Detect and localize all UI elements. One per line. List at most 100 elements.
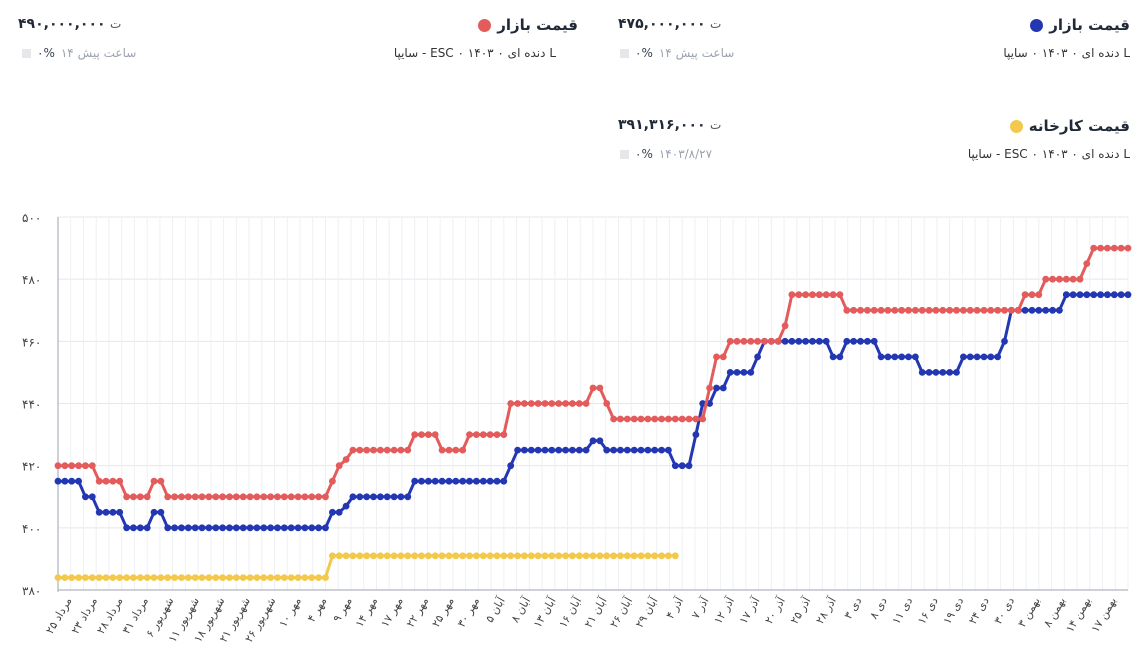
x-tick-label: ۱۳ آبان: [530, 594, 559, 630]
data-point: [356, 493, 364, 501]
data-point: [713, 384, 720, 392]
data-point: [301, 493, 309, 501]
data-point: [486, 431, 494, 438]
data-point: [939, 369, 947, 376]
data-point: [692, 431, 700, 438]
data-point: [630, 552, 638, 560]
data-point: [1049, 275, 1056, 283]
data-point: [335, 508, 343, 516]
data-point: [315, 574, 322, 581]
data-point: [918, 369, 926, 376]
data-point: [383, 493, 391, 501]
card-meta: ۰% ۱۴۰۳/۸/۲۷: [620, 147, 712, 161]
data-point: [459, 477, 467, 485]
data-point: [88, 574, 96, 581]
data-point: [527, 400, 535, 407]
data-point: [596, 437, 604, 445]
data-point: [198, 524, 206, 532]
data-point: [274, 493, 281, 501]
data-point: [603, 552, 611, 560]
data-point: [1076, 275, 1084, 283]
data-point: [404, 493, 412, 501]
x-tick-label: ۲۴ دی: [966, 595, 992, 627]
data-point: [514, 446, 521, 454]
data-point: [226, 524, 233, 532]
data-point: [88, 493, 96, 501]
data-point: [116, 574, 124, 581]
data-point: [370, 446, 377, 454]
data-point: [500, 431, 508, 438]
data-point: [527, 552, 535, 560]
data-point: [411, 431, 419, 438]
data-point: [164, 574, 172, 581]
data-point: [637, 415, 645, 423]
data-point: [637, 552, 645, 560]
data-point: [1056, 306, 1063, 314]
data-point: [1056, 275, 1063, 283]
data-point: [960, 353, 967, 361]
data-point: [1035, 291, 1043, 299]
data-point: [102, 574, 110, 581]
data-point: [377, 552, 384, 560]
data-point: [953, 306, 960, 314]
x-tick-label: ۵ آبان: [482, 594, 508, 625]
data-point: [925, 369, 933, 376]
data-point: [322, 524, 329, 532]
data-point: [425, 552, 432, 560]
data-point: [884, 306, 892, 314]
data-point: [452, 477, 460, 485]
chart-grid: [57, 216, 1129, 592]
data-point: [260, 493, 268, 501]
data-point: [445, 477, 453, 485]
data-point: [905, 353, 912, 361]
data-point: [178, 524, 185, 532]
data-point: [527, 446, 535, 454]
data-point: [267, 524, 274, 532]
currency-label: ت: [710, 118, 722, 132]
change-indicator-icon: [22, 48, 31, 58]
data-point: [987, 353, 995, 361]
x-tick-label: ۲۶ آبان: [607, 594, 636, 630]
data-point: [966, 306, 974, 314]
x-tick-label: ۱۷ مهر: [378, 595, 405, 630]
data-point: [898, 353, 906, 361]
x-tick-label: ۱۷ آذر: [736, 594, 763, 627]
data-point: [665, 446, 672, 454]
x-tick-label: ۳۰ دی: [992, 595, 1018, 627]
data-point: [644, 552, 652, 560]
x-tick-label: ۱۴ مهر: [353, 595, 380, 630]
data-point: [589, 437, 597, 445]
y-axis: ۳۸۰ ۴۰۰ ۴۲۰ ۴۴۰ ۴۶۰ ۴۸۰ ۵۰۰: [22, 211, 41, 598]
data-point: [534, 552, 542, 560]
card-title: قیمت بازار: [478, 16, 578, 34]
data-point: [822, 337, 830, 345]
data-point: [287, 574, 295, 581]
data-point: [630, 415, 638, 423]
data-point: [130, 524, 137, 532]
data-point: [349, 446, 357, 454]
data-point: [136, 574, 144, 581]
updated-time: ۱۴۰۳/۸/۲۷: [658, 147, 713, 161]
data-point: [294, 574, 302, 581]
data-point: [651, 415, 659, 423]
data-point: [836, 353, 844, 361]
data-point: [534, 446, 542, 454]
data-point: [658, 415, 665, 423]
data-point: [479, 477, 487, 485]
data-point: [562, 446, 569, 454]
data-point: [322, 493, 329, 501]
change-indicator-icon: [620, 149, 629, 159]
data-point: [761, 337, 768, 345]
data-point: [617, 552, 624, 560]
data-point: [370, 493, 377, 501]
data-point: [178, 493, 185, 501]
data-point: [82, 574, 89, 581]
data-point: [1008, 306, 1015, 314]
data-point: [184, 574, 192, 581]
x-tick-label: ۸ آبان: [508, 594, 534, 625]
x-tick-label: ۸ دی: [867, 595, 890, 621]
data-point: [891, 306, 899, 314]
data-point: [603, 446, 611, 454]
data-point: [198, 493, 206, 501]
data-point: [596, 384, 604, 392]
